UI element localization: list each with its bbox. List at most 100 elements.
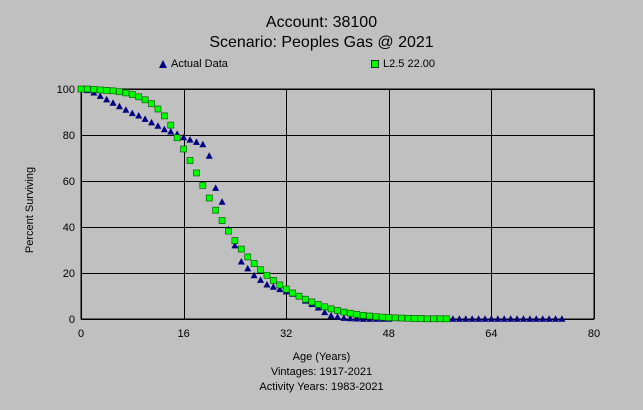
chart-title: Account: 38100 (265, 14, 378, 31)
legend-fitted: L2.5 22.00 (371, 57, 435, 71)
actual-point (109, 99, 117, 106)
y-tick-label: 40 (63, 222, 75, 234)
actual-point (128, 109, 136, 117)
actual-point (513, 315, 521, 322)
fitted-point (244, 253, 252, 261)
actual-point (192, 138, 200, 145)
fitted-point (289, 289, 296, 297)
fitted-point (109, 87, 117, 95)
actual-point (494, 315, 502, 322)
actual-point (327, 312, 335, 319)
fitted-point (135, 93, 143, 101)
fitted-point (314, 301, 322, 308)
fitted-point (205, 194, 213, 202)
actual-point (539, 315, 547, 322)
legend-actual-label: Actual Data (171, 58, 228, 70)
actual-point (257, 276, 265, 283)
actual-point (167, 128, 175, 135)
actual-point (103, 95, 111, 103)
fitted-point (116, 88, 123, 96)
fitted-point (308, 298, 316, 306)
actual-point (269, 283, 277, 290)
activity-years-note: Activity Years: 1983-2021 (259, 381, 384, 393)
actual-point (148, 118, 156, 126)
fitted-point (161, 112, 168, 120)
fitted-point (193, 169, 200, 177)
fitted-point (218, 217, 226, 224)
fitted-point (417, 315, 425, 322)
actual-point (475, 315, 483, 322)
actual-point (135, 111, 143, 119)
fitted-point (167, 121, 175, 129)
fitted-point (436, 315, 444, 323)
fitted-point (199, 182, 207, 189)
chart-subtitle: Scenario: Peoples Gas @ 2021 (209, 34, 434, 51)
fitted-point (302, 295, 309, 303)
fitted-point (334, 307, 341, 314)
actual-point (507, 315, 515, 322)
square-icon (371, 60, 379, 69)
actual-point (462, 315, 470, 322)
y-axis-label: Percent Surviving (24, 166, 36, 254)
fitted-point (257, 266, 264, 274)
actual-point (212, 184, 220, 191)
fitted-point (366, 312, 373, 320)
actual-point (237, 258, 245, 265)
y-tick-label: 100 (57, 84, 75, 96)
vintages-note: Vintages: 1917-2021 (270, 366, 373, 378)
triangle-icon (159, 60, 167, 69)
actual-point (346, 314, 354, 322)
actual-point (218, 198, 226, 205)
actual-point (321, 308, 329, 316)
fitted-point (276, 281, 284, 289)
fitted-point (173, 134, 181, 142)
actual-point (334, 313, 341, 320)
x-tick-label: 32 (280, 328, 292, 340)
actual-point (180, 133, 188, 141)
fitted-point (128, 91, 136, 98)
x-axis-label: Age (Years) (292, 351, 351, 363)
y-tick-label: 80 (63, 130, 75, 142)
actual-point (487, 315, 495, 322)
actual-point (160, 125, 168, 133)
actual-point (340, 314, 348, 321)
fitted-point (225, 227, 232, 235)
fitted-point (340, 308, 348, 316)
fitted-point (443, 315, 450, 323)
fitted-point (90, 86, 98, 93)
actual-point (532, 315, 540, 322)
actual-point (481, 315, 489, 322)
actual-point (558, 315, 566, 322)
actual-point (154, 122, 162, 129)
actual-point (244, 264, 252, 272)
actual-point (468, 315, 476, 322)
x-tick-label: 16 (177, 328, 189, 340)
x-tick-label: 0 (78, 328, 84, 340)
actual-point (519, 315, 527, 322)
actual-point (186, 136, 194, 143)
fitted-point (96, 86, 104, 94)
actual-point (526, 315, 534, 322)
actual-point (199, 140, 207, 148)
fitted-point (398, 314, 405, 322)
fitted-point (180, 145, 187, 153)
fitted-point (404, 314, 412, 322)
fitted-point (250, 260, 258, 267)
tick-labels: 0 16 32 48 64 80 0 20 40 60 80 100 (57, 84, 600, 340)
fitted-point (372, 313, 380, 321)
fitted-point (353, 311, 361, 318)
actual-point (449, 315, 457, 322)
fitted-point (237, 245, 245, 253)
fitted-point (186, 157, 194, 164)
fitted-point (423, 315, 431, 323)
fitted-point (263, 271, 271, 279)
fitted-point (154, 105, 162, 113)
x-tick-label: 64 (485, 328, 497, 340)
actual-point (122, 106, 130, 113)
fitted-point (231, 237, 239, 244)
fitted-point (321, 303, 329, 311)
actual-point (96, 92, 104, 99)
actual-point (250, 271, 258, 279)
actual-point (552, 315, 560, 322)
